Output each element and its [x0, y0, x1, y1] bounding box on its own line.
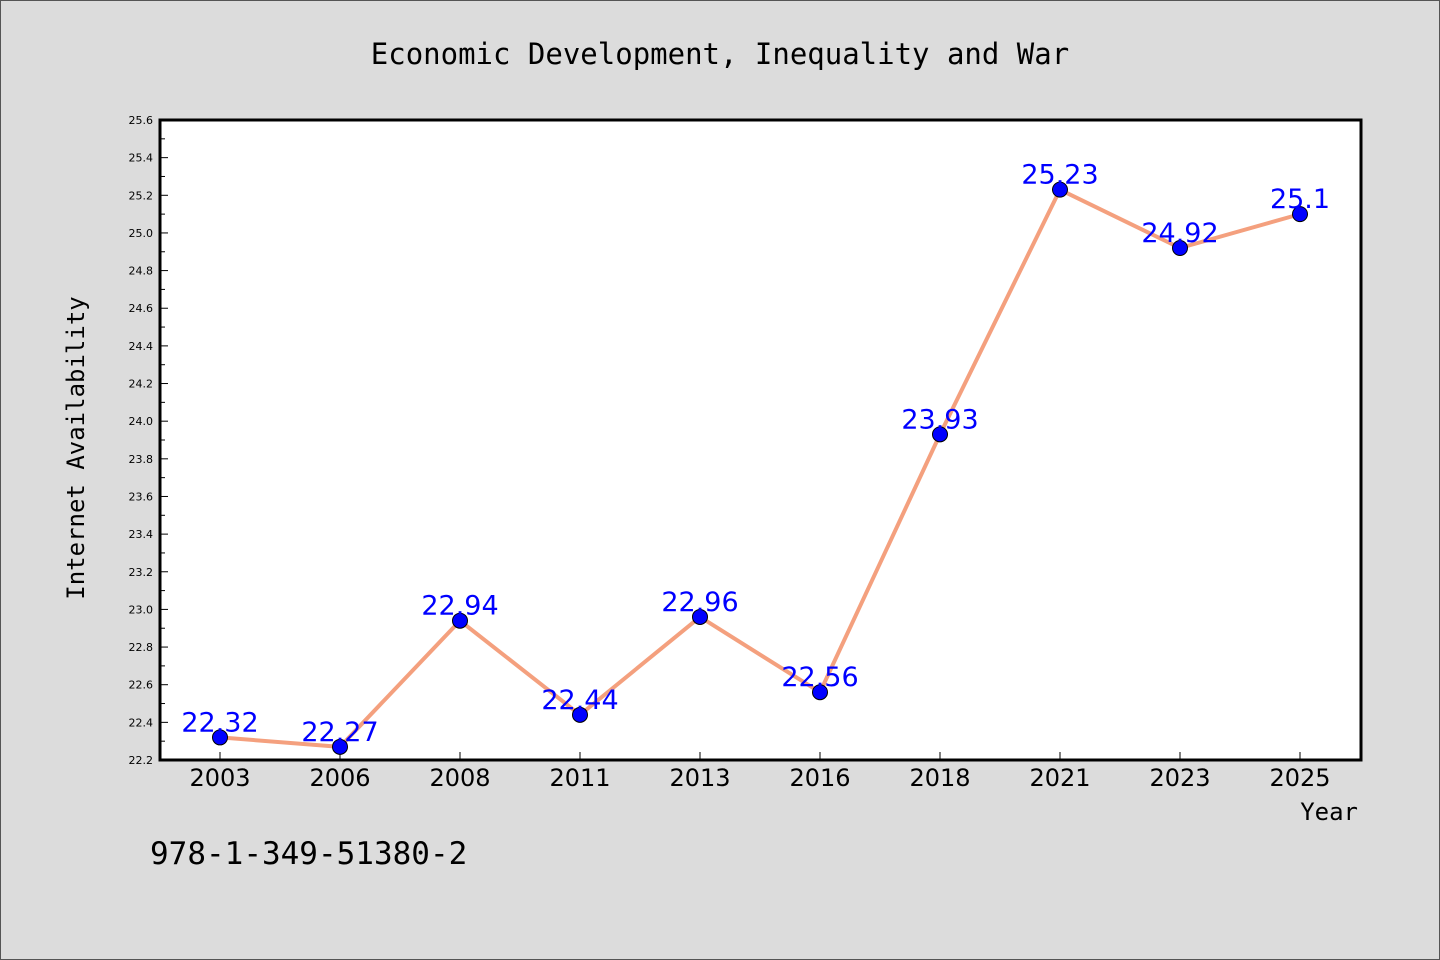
x-tick-label: 2003 — [189, 764, 250, 792]
data-point — [452, 612, 468, 629]
y-tick-label: 23.0 — [129, 603, 154, 616]
y-axis-ticks: 22.2 22.4 22.6 22.8 23.0 23.2 23.4 23.6 23.8 24.0… — [129, 114, 168, 767]
y-tick-label: 23.4 — [129, 528, 154, 541]
data-point — [692, 608, 708, 625]
data-label: 25.23 — [1021, 160, 1098, 191]
y-tick-label: 22.4 — [129, 716, 154, 729]
x-tick-label: 2006 — [309, 764, 370, 792]
y-tick-label: 22.6 — [129, 679, 154, 692]
data-label: 22.56 — [781, 662, 858, 693]
plot-border — [158, 118, 1363, 762]
y-tick-label: 25.6 — [129, 114, 154, 127]
y-tick-label: 23.2 — [129, 566, 154, 579]
x-tick-label: 2013 — [669, 764, 730, 792]
isbn-note: 978-1-349-51380-2 — [150, 836, 467, 872]
series-line — [219, 187, 1301, 749]
data-label: 22.94 — [421, 591, 498, 622]
y-tick-label: 24.4 — [129, 340, 154, 353]
chart-title: Economic Development, Inequality and War — [371, 37, 1069, 71]
y-tick-label: 24.8 — [129, 265, 154, 278]
y-tick-label: 22.2 — [129, 754, 154, 767]
y-tick-label: 25.0 — [129, 227, 154, 240]
data-point — [1172, 240, 1188, 256]
x-axis-ticks: 2003 2006 2008 2011 2013 2016 2018 2021 2023 2025 — [189, 752, 1331, 792]
x-tick-label: 2018 — [909, 764, 970, 792]
x-tick-label: 2011 — [549, 764, 610, 792]
x-tick-label: 2016 — [789, 764, 850, 792]
data-point — [1292, 206, 1308, 223]
x-tick-label: 2008 — [429, 764, 490, 792]
y-tick-label: 23.8 — [129, 453, 154, 466]
y-tick-label: 25.2 — [129, 189, 154, 202]
x-tick-label: 2025 — [1269, 764, 1330, 792]
data-point — [572, 706, 588, 723]
data-point — [212, 729, 228, 746]
x-axis-label: Year — [1300, 798, 1358, 826]
data-label: 25.1 — [1270, 184, 1330, 215]
data-point — [812, 684, 828, 701]
data-label: 22.96 — [661, 587, 738, 618]
series-markers — [212, 181, 1308, 755]
data-label: 22.32 — [181, 707, 258, 738]
data-label: 23.93 — [901, 404, 978, 435]
data-point — [1052, 181, 1068, 198]
data-labels: 22.32 22.27 22.94 22.44 22.96 22.56 23.93 25.23… — [181, 160, 1330, 748]
data-point — [332, 738, 348, 755]
y-tick-label: 24.2 — [129, 378, 154, 391]
y-tick-label: 24.0 — [129, 415, 154, 428]
data-label: 22.44 — [541, 685, 618, 716]
plot-area — [160, 120, 1361, 760]
y-tick-label: 22.8 — [129, 641, 154, 654]
y-axis-label: Internet Availability — [62, 296, 90, 599]
x-tick-label: 2023 — [1149, 764, 1210, 792]
data-label: 24.92 — [1141, 218, 1218, 249]
x-tick-label: 2021 — [1029, 764, 1090, 792]
data-point — [932, 426, 948, 443]
y-tick-label: 25.4 — [129, 152, 154, 165]
data-label: 22.27 — [301, 717, 378, 748]
y-tick-label: 24.6 — [129, 302, 154, 315]
y-tick-label: 23.6 — [129, 490, 154, 503]
